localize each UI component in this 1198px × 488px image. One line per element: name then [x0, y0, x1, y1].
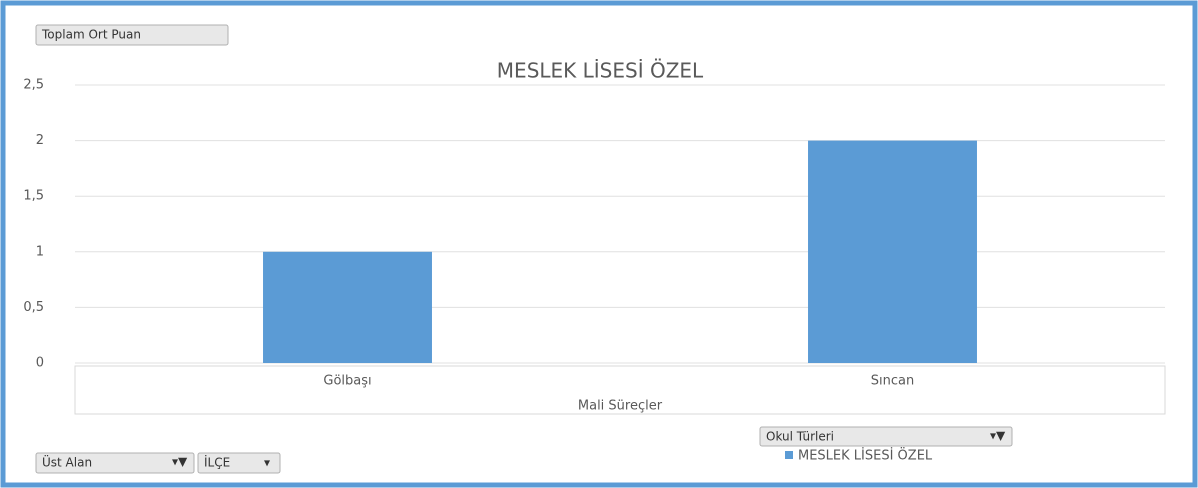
y-tick-label: 0 [36, 356, 44, 371]
filter-icon: ▾▼ [990, 429, 1006, 443]
filter-icon: ▾▼ [172, 455, 188, 469]
y-tick-label: 1,5 [23, 189, 44, 204]
y-tick-label: 1 [36, 244, 44, 259]
legend-label: MESLEK LİSESİ ÖZEL [798, 447, 933, 464]
legend-swatch [785, 451, 793, 459]
value-field-button[interactable] [35, 24, 229, 46]
filter-button[interactable] [197, 452, 281, 474]
filter-label: İLÇE [204, 455, 230, 470]
axis-field-area [74, 365, 1166, 415]
dropdown-icon: ▾ [264, 456, 270, 470]
x-axis-label: Mali Süreçler [578, 399, 663, 414]
legend-field-label: Okul Türleri [766, 430, 834, 444]
bar [263, 251, 432, 363]
bar [808, 140, 977, 363]
y-tick-label: 0,5 [23, 300, 44, 315]
value-field-label: Toplam Ort Puan [41, 28, 141, 42]
filter-button[interactable] [35, 452, 195, 474]
legend-field-button[interactable] [759, 426, 1013, 447]
chart-title: MESLEK LİSESİ ÖZEL [497, 59, 704, 83]
filter-label: Üst Alan [42, 454, 92, 470]
y-tick-label: 2 [36, 133, 44, 148]
x-tick-label: Sıncan [871, 374, 914, 389]
y-tick-label: 2,5 [23, 78, 44, 93]
x-tick-label: Gölbaşı [323, 374, 371, 389]
